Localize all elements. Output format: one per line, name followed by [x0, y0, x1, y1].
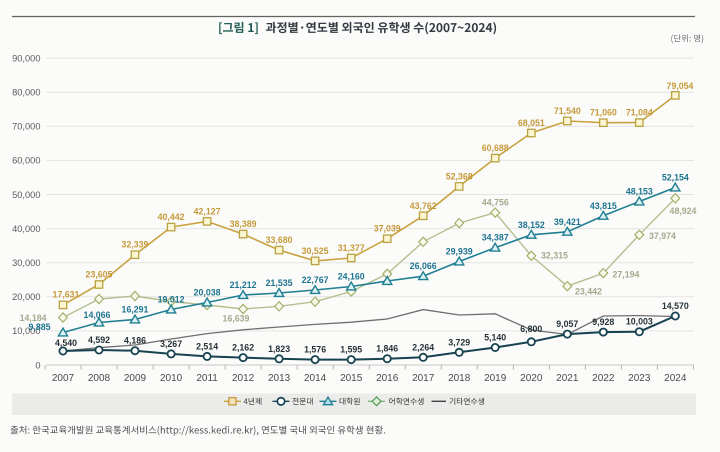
- svg-text:2007: 2007: [52, 373, 75, 384]
- svg-text:90,000: 90,000: [12, 53, 40, 63]
- svg-text:2019: 2019: [484, 373, 507, 384]
- svg-text:71,084: 71,084: [626, 108, 653, 118]
- svg-text:31,377: 31,377: [338, 243, 365, 253]
- svg-text:9,885: 9,885: [28, 322, 50, 332]
- svg-text:37,039: 37,039: [374, 224, 401, 234]
- svg-text:23,442: 23,442: [575, 287, 602, 297]
- svg-text:43,762: 43,762: [410, 201, 437, 211]
- svg-text:10,000: 10,000: [12, 326, 40, 336]
- svg-text:2023: 2023: [628, 373, 651, 384]
- svg-text:71,540: 71,540: [554, 106, 581, 116]
- svg-text:4,540: 4,540: [55, 338, 77, 348]
- svg-text:16,639: 16,639: [223, 314, 250, 324]
- svg-text:42,127: 42,127: [194, 206, 221, 216]
- svg-text:2017: 2017: [412, 373, 435, 384]
- svg-text:39,421: 39,421: [554, 217, 581, 227]
- svg-text:32,315: 32,315: [541, 251, 568, 261]
- svg-text:30,000: 30,000: [12, 258, 40, 268]
- svg-text:37,974: 37,974: [649, 231, 676, 241]
- svg-text:4,592: 4,592: [88, 335, 110, 345]
- svg-text:79,054: 79,054: [667, 81, 694, 91]
- svg-text:2013: 2013: [268, 373, 291, 384]
- svg-text:20,000: 20,000: [12, 292, 40, 302]
- svg-text:2010: 2010: [160, 373, 183, 384]
- svg-text:2,264: 2,264: [412, 342, 434, 352]
- svg-text:38,389: 38,389: [230, 219, 257, 229]
- svg-text:19,012: 19,012: [158, 295, 185, 305]
- svg-text:1,595: 1,595: [340, 345, 362, 355]
- svg-text:30,525: 30,525: [302, 246, 329, 256]
- svg-text:26,066: 26,066: [410, 261, 437, 271]
- svg-text:0: 0: [35, 360, 40, 370]
- svg-text:33,680: 33,680: [266, 235, 293, 245]
- svg-text:2009: 2009: [124, 373, 147, 384]
- svg-text:3,729: 3,729: [448, 337, 470, 347]
- svg-text:48,924: 48,924: [670, 206, 697, 216]
- svg-text:2,162: 2,162: [232, 343, 254, 353]
- svg-text:48,153: 48,153: [626, 187, 653, 197]
- svg-text:21,535: 21,535: [266, 278, 293, 288]
- svg-text:17,631: 17,631: [53, 290, 80, 300]
- svg-text:2024: 2024: [664, 373, 687, 384]
- svg-text:2018: 2018: [448, 373, 471, 384]
- svg-text:9,928: 9,928: [592, 317, 614, 327]
- svg-text:2015: 2015: [340, 373, 363, 384]
- svg-text:40,442: 40,442: [158, 212, 185, 222]
- svg-text:2012: 2012: [232, 373, 255, 384]
- svg-text:23,605: 23,605: [86, 270, 113, 280]
- svg-text:5,140: 5,140: [484, 333, 506, 343]
- svg-text:71,060: 71,060: [590, 108, 617, 118]
- svg-text:10,003: 10,003: [626, 317, 653, 327]
- svg-text:22,767: 22,767: [302, 275, 329, 285]
- svg-text:2016: 2016: [376, 373, 399, 384]
- svg-text:14,066: 14,066: [84, 310, 111, 320]
- svg-text:2008: 2008: [88, 373, 111, 384]
- svg-text:2021: 2021: [556, 373, 579, 384]
- svg-text:68,051: 68,051: [518, 118, 545, 128]
- svg-text:60,000: 60,000: [12, 156, 40, 166]
- svg-text:1,576: 1,576: [304, 345, 326, 355]
- svg-text:34,387: 34,387: [482, 233, 509, 243]
- svg-text:24,160: 24,160: [338, 272, 365, 282]
- svg-text:16,291: 16,291: [122, 305, 149, 315]
- svg-text:20,038: 20,038: [194, 288, 221, 298]
- svg-text:43,815: 43,815: [590, 201, 617, 211]
- svg-text:1,846: 1,846: [376, 344, 398, 354]
- svg-text:70,000: 70,000: [12, 122, 40, 132]
- svg-text:1,823: 1,823: [268, 344, 290, 354]
- svg-text:3,267: 3,267: [160, 339, 182, 349]
- svg-text:6,800: 6,800: [520, 324, 542, 334]
- svg-text:52,154: 52,154: [662, 173, 689, 183]
- svg-text:44,756: 44,756: [482, 198, 509, 208]
- svg-text:9,057: 9,057: [556, 319, 578, 329]
- svg-text:80,000: 80,000: [12, 88, 40, 98]
- svg-text:2011: 2011: [196, 373, 218, 384]
- svg-text:14,184: 14,184: [20, 313, 47, 323]
- svg-text:2,514: 2,514: [196, 341, 218, 351]
- svg-text:60,688: 60,688: [482, 143, 509, 153]
- svg-text:2022: 2022: [592, 373, 615, 384]
- svg-text:21,212: 21,212: [230, 280, 257, 290]
- svg-text:40,000: 40,000: [12, 224, 40, 234]
- svg-text:2014: 2014: [304, 373, 327, 384]
- svg-text:14,570: 14,570: [662, 301, 689, 311]
- svg-text:38,152: 38,152: [518, 220, 545, 230]
- svg-text:52,368: 52,368: [446, 171, 473, 181]
- svg-text:2020: 2020: [520, 373, 543, 384]
- svg-text:4,186: 4,186: [124, 336, 146, 346]
- svg-text:27,194: 27,194: [613, 270, 640, 280]
- svg-text:50,000: 50,000: [12, 190, 40, 200]
- svg-text:32,339: 32,339: [122, 240, 149, 250]
- svg-text:29,939: 29,939: [446, 247, 473, 257]
